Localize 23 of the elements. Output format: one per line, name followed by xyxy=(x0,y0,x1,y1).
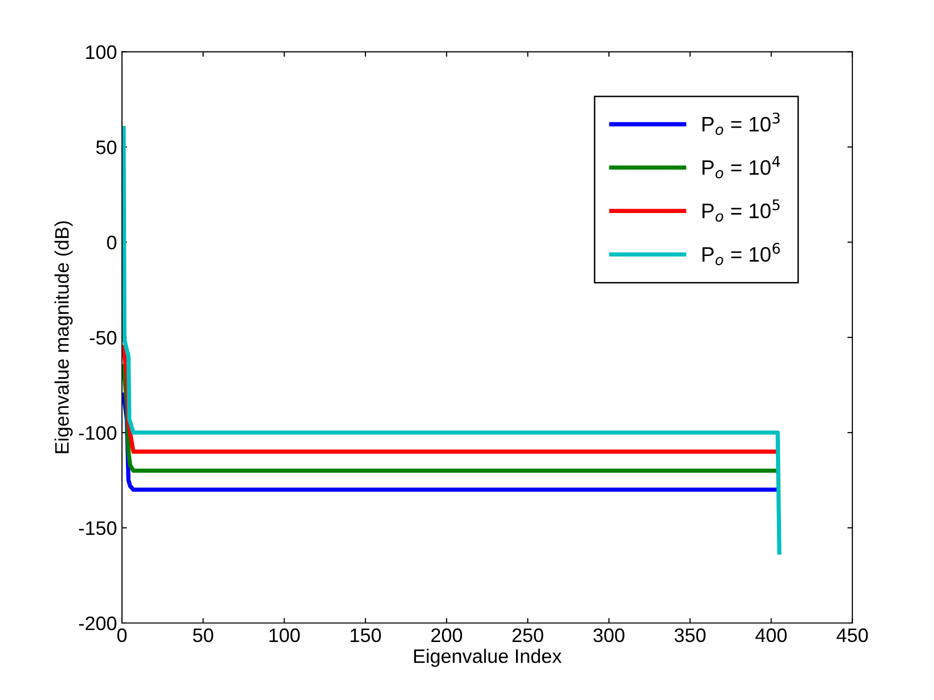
y-axis-title: Eigenvalue magnitude (dB) xyxy=(54,221,73,454)
x-tick-label: 300 xyxy=(593,628,624,642)
y-tick-label: 0 xyxy=(107,236,116,250)
y-tick-label: 100 xyxy=(86,45,116,60)
legend-label: P$_{o}$ = 10$^{4}$ xyxy=(702,156,780,178)
legend-label: P$_{o}$ = 10$^{6}$ xyxy=(702,242,780,266)
x-tick-label: 50 xyxy=(193,628,214,642)
y-tick-label: 50 xyxy=(96,140,116,154)
y-tick-label: -50 xyxy=(90,330,116,345)
y-tick-label: -200 xyxy=(79,616,116,630)
x-axis-title: Eigenvalue Index xyxy=(414,648,562,667)
x-tick-label: 100 xyxy=(270,628,300,642)
x-tick-label: 450 xyxy=(836,628,868,642)
x-tick-label: 250 xyxy=(512,628,544,642)
legend-label: P$_{o}$ = 10$^{5}$ xyxy=(702,199,780,222)
y-tick-label: -100 xyxy=(79,426,116,440)
y-tick-label: -150 xyxy=(79,521,116,536)
x-tick-label: 200 xyxy=(431,628,462,642)
legend-label: P$_{o}$ = 10$^{3}$ xyxy=(702,112,780,136)
x-tick-label: 0 xyxy=(117,628,127,642)
x-tick-label: 400 xyxy=(755,628,787,642)
x-tick-label: 350 xyxy=(674,628,706,642)
x-tick-label: 150 xyxy=(350,628,381,642)
